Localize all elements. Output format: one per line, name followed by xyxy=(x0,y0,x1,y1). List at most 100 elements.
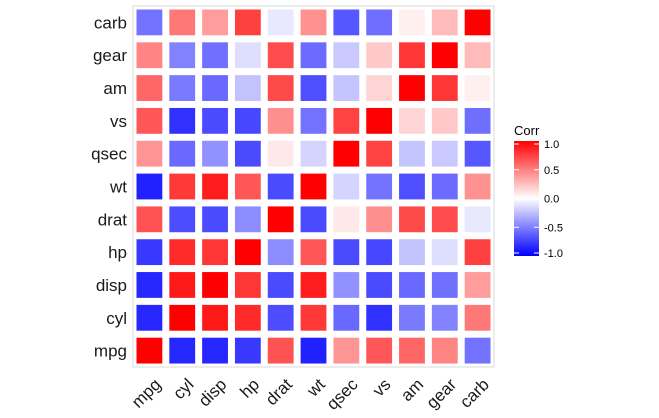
heatmap-cell-carb-cyl xyxy=(169,9,196,36)
x-tick-label-disp: disp xyxy=(195,375,230,410)
heatmap-cell-carb-disp xyxy=(202,9,228,36)
heatmap-cell-vs-am xyxy=(399,107,425,134)
heatmap-cell-gear-vs xyxy=(366,42,393,69)
x-tick-label-drat: drat xyxy=(262,375,296,409)
heatmap-cell-wt-am xyxy=(399,173,425,200)
heatmap-cell-cyl-hp xyxy=(234,304,261,331)
heatmap-cell-hp-qsec xyxy=(333,239,360,266)
heatmap-cell-am-mpg xyxy=(136,75,163,101)
y-tick-label-vs: vs xyxy=(110,112,127,131)
y-tick-label-mpg: mpg xyxy=(94,342,127,361)
heatmap-cell-hp-disp xyxy=(202,239,228,266)
legend-tick-label: -0.5 xyxy=(544,222,563,234)
heatmap-cell-am-drat xyxy=(267,75,294,101)
heatmap-cell-mpg-carb xyxy=(464,337,491,364)
heatmap-cell-hp-hp xyxy=(234,239,261,266)
heatmap-cell-qsec-am xyxy=(399,140,425,167)
heatmap-cell-qsec-disp xyxy=(202,140,228,167)
heatmap-cell-mpg-mpg xyxy=(136,337,163,364)
heatmap-cell-vs-disp xyxy=(202,107,228,134)
heatmap-cell-cyl-carb xyxy=(464,304,491,331)
x-tick-label-qsec: qsec xyxy=(323,375,362,414)
x-tick-label-carb: carb xyxy=(456,375,493,412)
heatmap-cell-carb-qsec xyxy=(333,9,360,36)
legend-tick-label: 0.5 xyxy=(544,165,559,177)
heatmap-cell-carb-am xyxy=(399,9,425,36)
heatmap-cell-wt-carb xyxy=(464,173,491,200)
heatmap-cell-wt-drat xyxy=(267,173,294,200)
heatmap-cell-am-am xyxy=(399,75,425,101)
heatmap-cell-cyl-vs xyxy=(366,304,393,331)
legend-tick-label: 1.0 xyxy=(544,139,559,151)
heatmap-cell-am-wt xyxy=(300,75,327,101)
heatmap-cells xyxy=(136,9,491,364)
y-tick-label-disp: disp xyxy=(96,276,127,295)
heatmap-cell-mpg-cyl xyxy=(169,337,196,364)
x-tick-label-hp: hp xyxy=(236,375,263,402)
heatmap-cell-disp-mpg xyxy=(136,272,163,298)
x-tick-label-cyl: cyl xyxy=(169,375,197,403)
heatmap-cell-drat-hp xyxy=(234,206,261,233)
y-tick-label-gear: gear xyxy=(93,46,127,65)
heatmap-cell-gear-cyl xyxy=(169,42,196,69)
heatmap-cell-wt-hp xyxy=(234,173,261,200)
heatmap-cell-am-vs xyxy=(366,75,393,101)
y-tick-label-am: am xyxy=(103,79,127,98)
heatmap-cell-disp-hp xyxy=(234,272,261,298)
heatmap-cell-am-qsec xyxy=(333,75,360,101)
heatmap-cell-carb-vs xyxy=(366,9,393,36)
heatmap-cell-hp-mpg xyxy=(136,239,163,266)
y-tick-label-cyl: cyl xyxy=(106,309,127,328)
heatmap-cell-disp-qsec xyxy=(333,272,360,298)
heatmap-cell-drat-gear xyxy=(431,206,458,233)
heatmap-cell-cyl-gear xyxy=(431,304,458,331)
heatmap-cell-vs-gear xyxy=(431,107,458,134)
heatmap-cell-disp-vs xyxy=(366,272,393,298)
heatmap-cell-am-carb xyxy=(464,75,491,101)
heatmap-cell-disp-disp xyxy=(202,272,228,298)
heatmap-cell-mpg-disp xyxy=(202,337,228,364)
heatmap-cell-carb-drat xyxy=(267,9,294,36)
heatmap-cell-gear-hp xyxy=(234,42,261,69)
heatmap-cell-hp-vs xyxy=(366,239,393,266)
heatmap-cell-cyl-drat xyxy=(267,304,294,331)
legend-tick-label: 0.0 xyxy=(544,194,559,206)
heatmap-cell-cyl-qsec xyxy=(333,304,360,331)
heatmap-cell-gear-disp xyxy=(202,42,228,69)
heatmap-cell-hp-wt xyxy=(300,239,327,266)
heatmap-cell-qsec-qsec xyxy=(333,140,360,167)
heatmap-cell-gear-drat xyxy=(267,42,294,69)
heatmap-cell-cyl-cyl xyxy=(169,304,196,331)
heatmap-cell-disp-carb xyxy=(464,272,491,298)
heatmap-cell-mpg-wt xyxy=(300,337,327,364)
y-tick-label-carb: carb xyxy=(94,13,127,32)
heatmap-cell-disp-drat xyxy=(267,272,294,298)
heatmap-cell-vs-hp xyxy=(234,107,261,134)
heatmap-cell-qsec-carb xyxy=(464,140,491,167)
heatmap-cell-drat-wt xyxy=(300,206,327,233)
legend: Corr 1.0 0.5 0.0 -0.5 -1.0 xyxy=(514,123,563,260)
heatmap-cell-am-cyl xyxy=(169,75,196,101)
heatmap-cell-drat-qsec xyxy=(333,206,360,233)
heatmap-cell-wt-mpg xyxy=(136,173,163,200)
heatmap-cell-drat-vs xyxy=(366,206,393,233)
heatmap-cell-wt-cyl xyxy=(169,173,196,200)
y-tick-label-hp: hp xyxy=(108,243,127,262)
x-tick-label-gear: gear xyxy=(423,375,461,413)
heatmap-cell-drat-drat xyxy=(267,206,294,233)
heatmap-cell-wt-qsec xyxy=(333,173,360,200)
heatmap-cell-drat-mpg xyxy=(136,206,163,233)
heatmap-cell-disp-am xyxy=(399,272,425,298)
heatmap-cell-qsec-cyl xyxy=(169,140,196,167)
heatmap-cell-vs-vs xyxy=(366,107,393,134)
heatmap-cell-hp-carb xyxy=(464,239,491,266)
heatmap-cell-vs-qsec xyxy=(333,107,360,134)
heatmap-cell-cyl-disp xyxy=(202,304,228,331)
heatmap-cell-am-disp xyxy=(202,75,228,101)
heatmap-cell-gear-mpg xyxy=(136,42,163,69)
heatmap-cell-hp-drat xyxy=(267,239,294,266)
heatmap-cell-disp-wt xyxy=(300,272,327,298)
y-tick-label-wt: wt xyxy=(109,178,127,197)
